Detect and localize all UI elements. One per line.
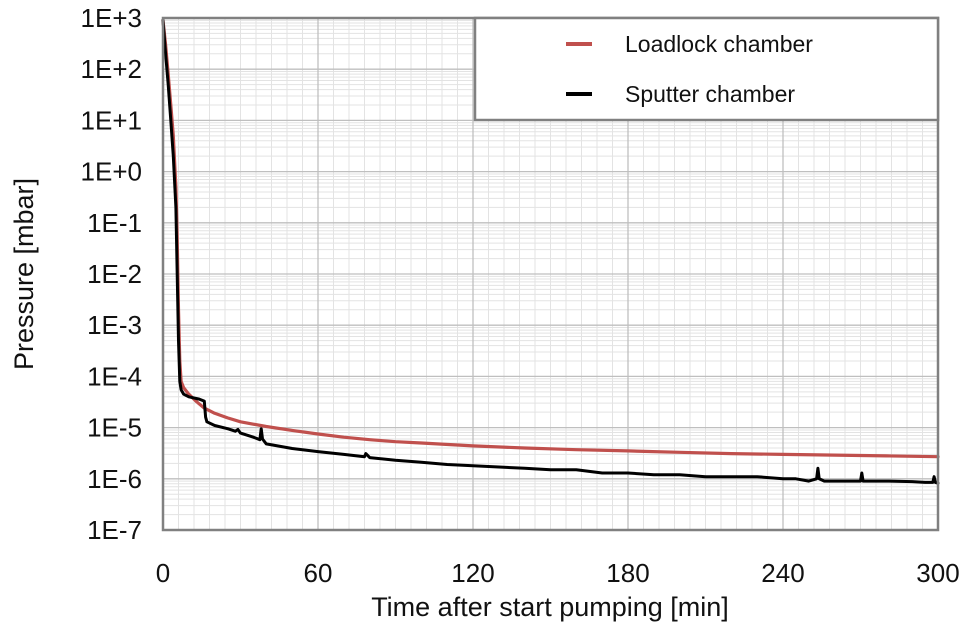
- x-tick-label: 120: [451, 558, 494, 588]
- x-tick-label: 0: [156, 558, 170, 588]
- y-tick-labels: 1E+3 1E+2 1E+1 1E+0 1E-1 1E-2 1E-3 1E-4 1E-5 1E-6…: [81, 3, 142, 545]
- x-tick-labels: 0 60 120 180 240 300: [156, 558, 960, 588]
- y-tick-label: 1E-2: [87, 259, 142, 289]
- legend-box: [473, 16, 940, 122]
- y-tick-label: 1E-6: [87, 464, 142, 494]
- series-line-sputter: [161, 18, 940, 485]
- x-tick-label: 60: [304, 558, 333, 588]
- y-tick-label: 1E-7: [87, 515, 142, 545]
- legend-label-sputter: Sputter chamber: [625, 81, 795, 107]
- x-tick-label: 240: [761, 558, 804, 588]
- y-axis-title: Pressure [mbar]: [9, 178, 39, 370]
- y-tick-label: 1E+3: [81, 3, 142, 33]
- series-layer: [161, 18, 940, 485]
- y-tick-label: 1E-3: [87, 310, 142, 340]
- y-tick-label: 1E+0: [81, 157, 142, 187]
- y-tick-label: 1E+1: [81, 105, 142, 135]
- x-tick-label: 180: [606, 558, 649, 588]
- y-tick-label: 1E+2: [81, 54, 142, 84]
- legend: Loadlock chamber Sputter chamber: [473, 16, 940, 122]
- y-tick-label: 1E-1: [87, 208, 142, 238]
- x-axis-title: Time after start pumping [min]: [371, 592, 729, 622]
- y-tick-label: 1E-5: [87, 413, 142, 443]
- legend-label-loadlock: Loadlock chamber: [625, 31, 813, 57]
- y-tick-label: 1E-4: [87, 361, 142, 391]
- x-tick-label: 300: [916, 558, 959, 588]
